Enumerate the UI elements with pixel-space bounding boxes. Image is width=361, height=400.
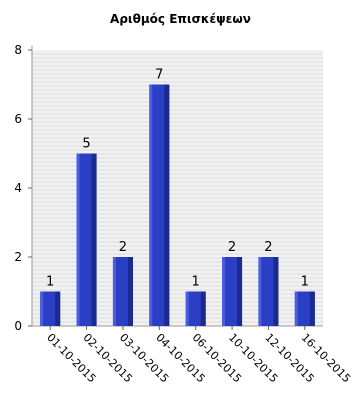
data-label: 2 xyxy=(119,240,127,255)
bar xyxy=(149,84,170,326)
bar-highlight xyxy=(76,153,80,326)
bar-highlight xyxy=(40,291,44,326)
bar-shade xyxy=(164,84,170,326)
bar-highlight xyxy=(185,291,189,326)
data-label: 7 xyxy=(155,68,163,83)
bar-shade xyxy=(273,257,279,326)
bar xyxy=(258,257,279,326)
bar xyxy=(294,291,315,326)
data-label: 2 xyxy=(228,240,236,255)
data-label: 5 xyxy=(82,137,90,152)
bar-shade xyxy=(237,257,243,326)
bar-shade xyxy=(309,291,315,326)
data-label: 1 xyxy=(46,275,54,290)
bar-shade xyxy=(55,291,61,326)
bar xyxy=(112,257,133,326)
bar xyxy=(222,257,243,326)
y-tick-label: 4 xyxy=(14,181,22,195)
bar-shade xyxy=(200,291,206,326)
bar xyxy=(76,153,97,326)
y-tick-label: 2 xyxy=(14,250,22,264)
y-tick-label: 8 xyxy=(14,43,22,57)
bar xyxy=(40,291,61,326)
bar-highlight xyxy=(294,291,298,326)
bar-highlight xyxy=(258,257,262,326)
bar-highlight xyxy=(149,84,153,326)
bar-highlight xyxy=(112,257,116,326)
bar xyxy=(185,291,206,326)
data-label: 2 xyxy=(264,240,272,255)
data-label: 1 xyxy=(301,275,309,290)
plot-area xyxy=(32,50,323,326)
y-tick-label: 6 xyxy=(14,112,22,126)
bar-shade xyxy=(91,153,97,326)
bar-highlight xyxy=(222,257,226,326)
bar-shade xyxy=(127,257,133,326)
data-label: 1 xyxy=(192,275,200,290)
y-tick-label: 0 xyxy=(14,319,22,333)
chart-title: Αριθμός Επισκέψεων xyxy=(110,12,251,26)
